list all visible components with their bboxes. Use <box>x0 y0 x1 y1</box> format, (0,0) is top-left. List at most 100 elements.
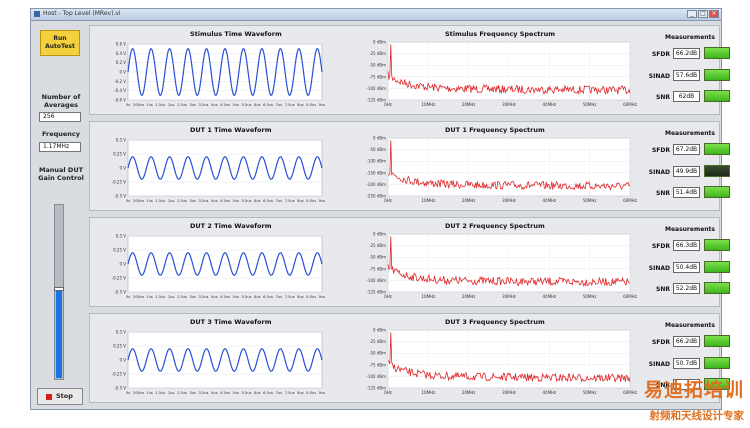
time-xtick-label: 7.5us <box>285 199 295 203</box>
time-graph-title: DUT 3 Time Waveform <box>190 318 272 326</box>
close-icon[interactable]: × <box>709 10 719 18</box>
spectrum-graph-title: Stimulus Frequency Spectrum <box>445 30 556 38</box>
spectrum-ytick-label: -75 dBm <box>369 362 386 367</box>
time-ytick-label: 0.25 V <box>113 344 126 349</box>
spectrum-xtick-label: 10MHz <box>422 294 436 299</box>
time-ytick-label: 0 V <box>119 70 126 75</box>
time-xtick-label: 1.5us <box>155 295 165 299</box>
time-xtick-label: 2.5us <box>177 391 187 395</box>
measurements-title: Measurements <box>665 322 715 329</box>
time-ytick-label: -0.25 V <box>112 180 127 185</box>
time-xtick-label: 9us <box>319 295 326 299</box>
snr-value: 62dB <box>673 91 700 102</box>
snr-led <box>704 186 730 198</box>
time-xtick-label: 0s <box>126 199 130 203</box>
spectrum-xtick-label: 0Hz <box>384 198 392 203</box>
measurement-row: Stimulus Time Waveform Stimulus Frequenc… <box>89 25 730 115</box>
gain-slider-thumb[interactable] <box>54 286 64 291</box>
time-xtick-label: 1.5us <box>155 103 165 107</box>
spectrum-xtick-label: 0Hz <box>384 102 392 107</box>
sfdr-led <box>704 335 730 347</box>
maximize-icon[interactable]: □ <box>698 10 708 18</box>
time-xtick-label: 3.5us <box>199 199 209 203</box>
minimize-icon[interactable]: _ <box>687 10 697 18</box>
run-autotest-button[interactable]: Run AutoTest <box>40 30 80 56</box>
spectrum-xtick-label: 30MHz <box>502 198 516 203</box>
time-xtick-label: 2.5us <box>177 295 187 299</box>
spectrum-graph: 0 dBm -25 dBm -50 dBm -75 dBm -100 dBm -125 d… <box>366 328 637 396</box>
spectrum-ytick-label: 0 dBm <box>373 232 386 237</box>
time-xtick-label: 3.5us <box>199 295 209 299</box>
spectrum-graph: 0 dBm -25 dBm -50 dBm -75 dBm -100 dBm -125 d… <box>366 232 636 300</box>
time-waveform-graph: 0.5 V 0.25 V 0 V -0.25 V -0.5 V0s 500ns 1us 1.5… <box>112 138 326 204</box>
time-xtick-label: 2us <box>168 295 175 299</box>
time-ytick-label: 0 V <box>119 166 126 171</box>
frequency-label: Frequency <box>41 130 81 138</box>
time-xtick-label: 5.5us <box>242 199 252 203</box>
sfdr-label: SFDR <box>651 147 670 154</box>
sinad-led <box>704 165 730 177</box>
spectrum-graph: 0 dBm -25 dBm -50 dBm -75 dBm -100 dBm -125 d… <box>366 40 636 108</box>
sfdr-led <box>704 239 730 251</box>
time-xtick-label: 3.5us <box>199 391 209 395</box>
time-waveform-trace <box>127 156 323 180</box>
time-xtick-label: 2us <box>168 103 175 107</box>
sinad-value: 57.6dB <box>673 70 700 81</box>
snr-led <box>704 378 730 390</box>
time-xtick-label: 7us <box>276 199 283 203</box>
time-xtick-label: 6us <box>254 199 261 203</box>
time-xtick-label: 5us <box>233 391 240 395</box>
time-xtick-label: 8us <box>297 199 304 203</box>
time-waveform-trace <box>127 348 323 372</box>
gain-slider[interactable] <box>54 204 64 380</box>
snr-led <box>704 90 730 102</box>
time-xtick-label: 8us <box>297 103 304 107</box>
time-xtick-label: 4us <box>211 103 218 107</box>
time-xtick-label: 5us <box>233 295 240 299</box>
spectrum-xtick-label: 50MHz <box>583 390 597 395</box>
spectrum-ytick-label: -125 dBm <box>366 386 386 391</box>
app-icon <box>34 11 40 17</box>
sfdr-label: SFDR <box>651 339 670 346</box>
spectrum-xtick-label: 10MHz <box>422 102 436 107</box>
time-xtick-label: 1us <box>146 103 153 107</box>
spectrum-ytick-label: -150 dBm <box>366 170 386 175</box>
time-xtick-label: 2.5us <box>177 103 187 107</box>
time-xtick-label: 4.5us <box>220 391 230 395</box>
time-xtick-label: 1us <box>146 295 153 299</box>
time-xtick-label: 5.5us <box>242 295 252 299</box>
sfdr-label: SFDR <box>651 51 670 58</box>
time-ytick-label: 0.5 V <box>116 138 127 143</box>
spectrum-ytick-label: 0 dBm <box>373 40 386 45</box>
snr-value: 51.4dB <box>673 187 700 198</box>
frequency-input[interactable]: 1.17MHz <box>39 142 81 152</box>
time-waveform-trace <box>127 47 323 97</box>
time-xtick-label: 4us <box>211 295 218 299</box>
time-waveform-graph: 0.5 V 0.25 V 0 V -0.25 V -0.5 V0s 500ns 1us 1.5… <box>112 330 326 396</box>
spectrum-xtick-label: 50MHz <box>583 198 597 203</box>
time-xtick-label: 1.5us <box>155 199 165 203</box>
time-xtick-label: 7.5us <box>285 295 295 299</box>
time-xtick-label: 500ns <box>133 103 144 107</box>
time-xtick-label: 4.5us <box>220 103 230 107</box>
sfdr-value: 66.3dB <box>673 240 700 251</box>
time-xtick-label: 9us <box>319 199 326 203</box>
sinad-label: SINAD <box>648 169 670 176</box>
sinad-value: 50.7dB <box>673 358 700 369</box>
spectrum-xtick-label: 40MHz <box>543 390 557 395</box>
spectrum-xtick-label: 60MHz <box>623 390 637 395</box>
spectrum-ytick-label: -100 dBm <box>366 374 386 379</box>
sinad-led <box>704 261 730 273</box>
time-xtick-label: 8us <box>297 295 304 299</box>
measurements-title: Measurements <box>665 226 715 233</box>
time-xtick-label: 2us <box>168 391 175 395</box>
spectrum-xtick-label: 40MHz <box>543 102 557 107</box>
time-xtick-label: 7us <box>276 103 283 107</box>
watermark: 易迪拓培训 射频和天线设计专家 <box>583 375 748 427</box>
snr-value: 52.2dB <box>673 283 700 294</box>
time-xtick-label: 4.5us <box>220 295 230 299</box>
spectrum-ytick-label: -100 dBm <box>366 278 386 283</box>
averages-input[interactable]: 256 <box>39 112 81 122</box>
time-xtick-label: 500ns <box>133 391 144 395</box>
stop-button[interactable]: Stop <box>37 388 83 405</box>
